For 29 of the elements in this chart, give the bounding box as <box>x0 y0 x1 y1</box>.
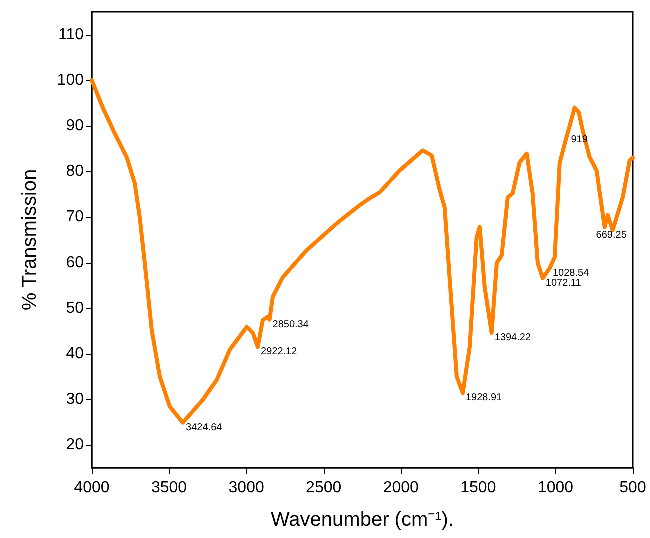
y-tick-label: 100 <box>57 72 84 89</box>
x-tick-label: 1000 <box>538 480 574 496</box>
annotation: 2850.34 <box>272 319 310 330</box>
y-tick-label: 60 <box>66 254 84 272</box>
annotation: 1028.54 <box>552 268 590 279</box>
y-tick-label: 30 <box>66 391 84 408</box>
y-tick-label: 110 <box>58 26 84 44</box>
annotation: 669.25 <box>596 230 628 241</box>
annotation: 3424.64 <box>186 422 223 434</box>
annotation: 2922.12 <box>261 346 298 358</box>
y-tick-label: 80 <box>66 163 84 180</box>
x-tick-label: 500 <box>620 480 646 496</box>
x-tick-label: 3000 <box>228 480 264 496</box>
y-tick-label: 90 <box>66 118 84 134</box>
y-tick-label: 50 <box>66 300 84 317</box>
annotation: 1928.91 <box>466 392 503 404</box>
x-tick-label: 4000 <box>74 480 110 496</box>
y-tick-label: 40 <box>66 346 84 362</box>
annotation: 1394.22 <box>494 332 532 344</box>
y-axis-title: % Transmission <box>19 169 41 311</box>
x-axis-title: Wavenumber (cm⁻¹). <box>271 509 454 531</box>
x-tick-label: 2000 <box>383 480 420 496</box>
y-tick-label: 20 <box>66 436 84 454</box>
x-tick-label: 3500 <box>151 480 188 496</box>
x-tick-label: 1500 <box>460 480 496 496</box>
y-tick-label: 70 <box>66 208 84 226</box>
annotation: 1072.11 <box>546 278 582 289</box>
x-tick-label: 2500 <box>306 480 342 496</box>
line-series <box>90 78 635 425</box>
